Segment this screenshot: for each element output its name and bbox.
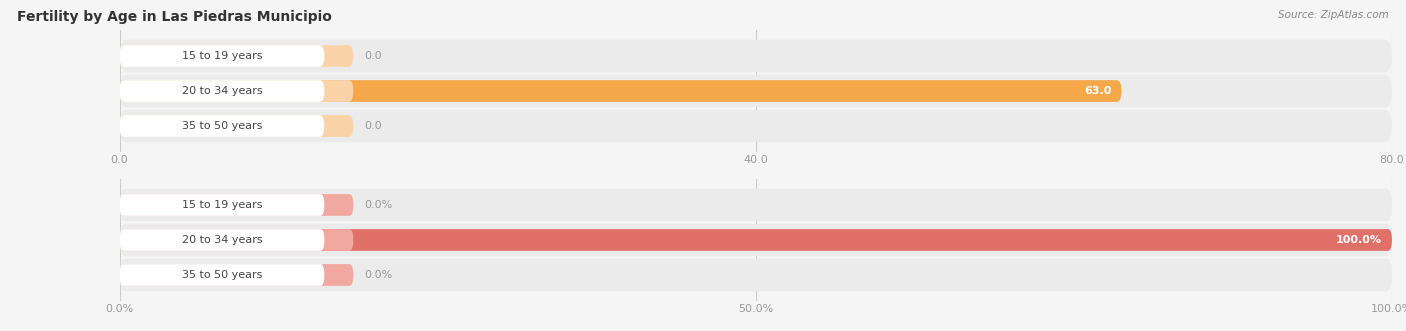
FancyBboxPatch shape (120, 115, 325, 137)
FancyBboxPatch shape (120, 259, 1392, 291)
FancyBboxPatch shape (120, 264, 353, 286)
Text: 0.0%: 0.0% (364, 270, 392, 280)
Text: 35 to 50 years: 35 to 50 years (181, 270, 262, 280)
FancyBboxPatch shape (120, 80, 325, 102)
FancyBboxPatch shape (120, 189, 1392, 221)
FancyBboxPatch shape (120, 80, 353, 102)
Text: 15 to 19 years: 15 to 19 years (181, 200, 262, 210)
Text: 63.0: 63.0 (1084, 86, 1111, 96)
Text: 20 to 34 years: 20 to 34 years (181, 86, 263, 96)
FancyBboxPatch shape (120, 229, 353, 251)
Text: 20 to 34 years: 20 to 34 years (181, 235, 263, 245)
Text: 100.0%: 100.0% (1336, 235, 1382, 245)
FancyBboxPatch shape (120, 264, 325, 286)
FancyBboxPatch shape (120, 229, 1392, 251)
Text: 0.0%: 0.0% (364, 200, 392, 210)
FancyBboxPatch shape (120, 115, 353, 137)
FancyBboxPatch shape (120, 194, 325, 216)
FancyBboxPatch shape (120, 224, 1392, 256)
FancyBboxPatch shape (120, 40, 1392, 72)
Text: 0.0: 0.0 (364, 121, 382, 131)
FancyBboxPatch shape (120, 80, 1122, 102)
FancyBboxPatch shape (120, 229, 325, 251)
FancyBboxPatch shape (120, 45, 325, 67)
FancyBboxPatch shape (120, 45, 353, 67)
Text: Source: ZipAtlas.com: Source: ZipAtlas.com (1278, 10, 1389, 20)
Text: 35 to 50 years: 35 to 50 years (181, 121, 262, 131)
Text: 15 to 19 years: 15 to 19 years (181, 51, 262, 61)
FancyBboxPatch shape (120, 110, 1392, 142)
Text: 0.0: 0.0 (364, 51, 382, 61)
FancyBboxPatch shape (120, 194, 353, 216)
FancyBboxPatch shape (120, 75, 1392, 107)
Text: Fertility by Age in Las Piedras Municipio: Fertility by Age in Las Piedras Municipi… (17, 10, 332, 24)
